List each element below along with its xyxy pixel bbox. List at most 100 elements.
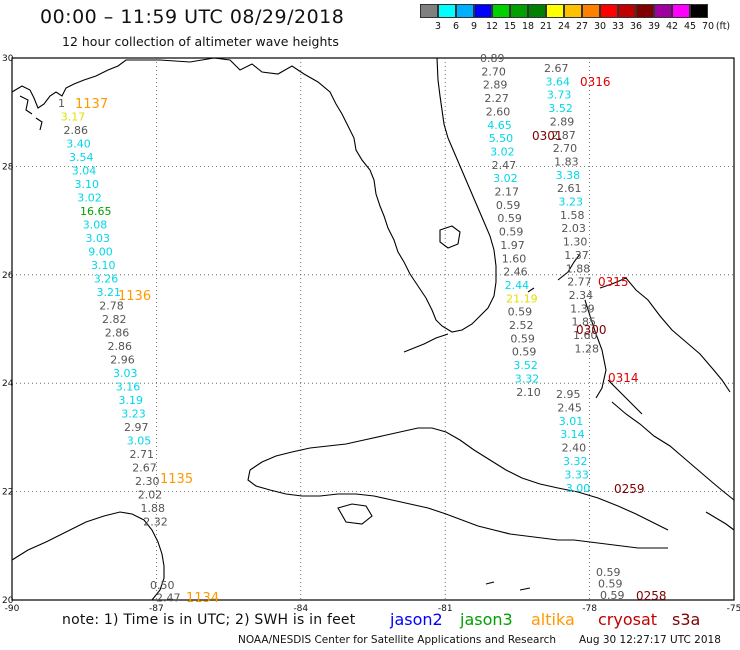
color-swatch-9: [456, 4, 474, 18]
color-scale-label: 6: [452, 21, 460, 32]
wave-height-value: 0.59: [596, 566, 621, 579]
wave-height-value: 0.59: [600, 589, 625, 602]
color-swatch-70: [690, 4, 708, 18]
wave-height-value: 0.59: [508, 306, 532, 319]
wave-height-value: 4.65: [487, 119, 512, 132]
latitude-label: 24: [2, 379, 14, 389]
color-scale-label: 36: [629, 21, 643, 32]
wave-height-value: 1.30: [563, 236, 588, 249]
wave-height-value: 1.28: [575, 342, 600, 355]
color-scale-label: 42: [665, 21, 679, 32]
legend-jason3: jason3: [460, 610, 513, 629]
wave-height-value: 3.17: [61, 111, 86, 124]
color-swatch-12: [474, 4, 492, 18]
pass-time-label: 0315: [598, 275, 629, 289]
wave-height-value: 2.44: [505, 279, 529, 292]
wave-height-value: 1.60: [502, 252, 527, 265]
wave-height-value: 2.27: [484, 92, 509, 105]
wave-height-value: 3.16: [116, 381, 141, 394]
wave-height-value: 0.59: [496, 199, 521, 212]
wave-height-value: 1.85: [572, 316, 597, 329]
coast-delta: [19, 95, 43, 131]
pass-time-label: 0300: [576, 323, 607, 337]
latitude-label: 28: [2, 162, 14, 172]
wave-height-value: 3.14: [560, 428, 585, 441]
wave-height-value: 16.65: [80, 205, 112, 218]
wave-height-value: 0.50: [150, 579, 175, 592]
wave-height-value: 3.02: [77, 192, 102, 205]
wave-height-value: 3.03: [113, 367, 138, 380]
color-swatch-24: [546, 4, 564, 18]
longitude-label: -84: [293, 604, 308, 614]
wave-height-value: 2.47: [156, 592, 181, 605]
wave-height-value: 3.00: [566, 482, 591, 495]
wave-height-value: 1: [58, 97, 65, 110]
latitude-label: 26: [2, 271, 14, 281]
wave-height-value: 1.83: [554, 155, 579, 168]
wave-height-value: 3.21: [97, 286, 122, 299]
wave-height-value: 2.30: [135, 475, 160, 488]
wave-height-value: 3.73: [547, 89, 572, 102]
color-swatch-21: [528, 4, 546, 18]
generation-timestamp: Aug 30 12:27:17 UTC 2018: [579, 634, 721, 646]
wave-height-value: 3.54: [69, 151, 94, 164]
color-swatch-30: [582, 4, 600, 18]
wave-height-value: 3.03: [86, 232, 111, 245]
wave-height-value: 2.47: [492, 159, 516, 172]
wave-height-value: 3.02: [493, 172, 517, 185]
color-scale-unit: (ft): [715, 21, 731, 32]
pass-time-label: 1137: [75, 97, 108, 112]
longitude-label: -81: [438, 604, 453, 614]
credit-line: NOAA/NESDIS Center for Satellite Applica…: [238, 634, 556, 646]
wave-height-value: 1.88: [566, 262, 591, 275]
wave-height-value: 2.32: [143, 516, 168, 529]
latitude-label: 30: [2, 54, 14, 64]
wave-height-value: 2.02: [138, 489, 163, 502]
wave-height-value: 3.38: [556, 169, 581, 182]
wave-height-value: 2.82: [102, 313, 127, 326]
units-note: note: 1) Time is in UTC; 2) SWH is in fe…: [62, 612, 356, 628]
longitude-label: -90: [5, 604, 20, 614]
map-subtitle: 12 hour collection of altimeter wave hei…: [62, 34, 339, 49]
wave-height-value: 2.60: [486, 105, 511, 118]
wave-height-value: 2.97: [124, 421, 149, 434]
color-swatch-33: [600, 4, 618, 18]
wave-height-value: 21.19: [506, 292, 537, 305]
color-scale-label: 3: [434, 21, 442, 32]
wave-height-value: 2.52: [509, 319, 534, 332]
color-swatch-18: [510, 4, 528, 18]
color-scale-label: 18: [521, 21, 535, 32]
coast-bahamas-east: [611, 401, 735, 501]
color-scale-label: 15: [503, 21, 517, 32]
wave-height-value: 2.17: [495, 186, 520, 199]
pass-time-label: 0259: [614, 482, 645, 496]
color-scale-label: 24: [557, 21, 571, 32]
wave-height-tracks: 13.172.863.403.543.043.103.0216.653.083.…: [58, 52, 625, 605]
wave-height-value: 0.59: [598, 578, 623, 591]
wave-height-value: 0.59: [497, 212, 522, 225]
wave-height-value: 3.10: [75, 178, 100, 191]
wave-height-value: 3.32: [563, 455, 588, 468]
color-swatch-27: [564, 4, 582, 18]
color-scale-label: 70: [701, 21, 715, 32]
wave-height-value: 2.70: [553, 142, 578, 155]
legend-altika: altika: [531, 610, 575, 629]
wave-height-value: 3.33: [564, 468, 589, 481]
wave-height-value: 2.10: [516, 386, 541, 399]
pass-time-label: 0301: [532, 129, 563, 143]
wave-height-value: 3.52: [548, 102, 573, 115]
legend-cryosat: cryosat: [598, 610, 658, 629]
color-swatch-45: [672, 4, 690, 18]
coast-yucatan: [11, 511, 165, 601]
wave-height-value: 3.08: [83, 219, 108, 232]
wave-height-value: 2.70: [481, 65, 506, 78]
pass-time-label: 1134: [186, 591, 219, 606]
wave-height-value: 2.95: [556, 388, 581, 401]
wave-height-value: 2.89: [483, 79, 508, 92]
coast-gulf-north: [11, 57, 497, 333]
coast-cayman: [485, 581, 531, 591]
wave-height-value: 3.01: [559, 415, 584, 428]
wave-height-value: 1.39: [570, 302, 595, 315]
longitude-label: -87: [149, 604, 164, 614]
wave-height-value: 2.34: [569, 289, 594, 302]
